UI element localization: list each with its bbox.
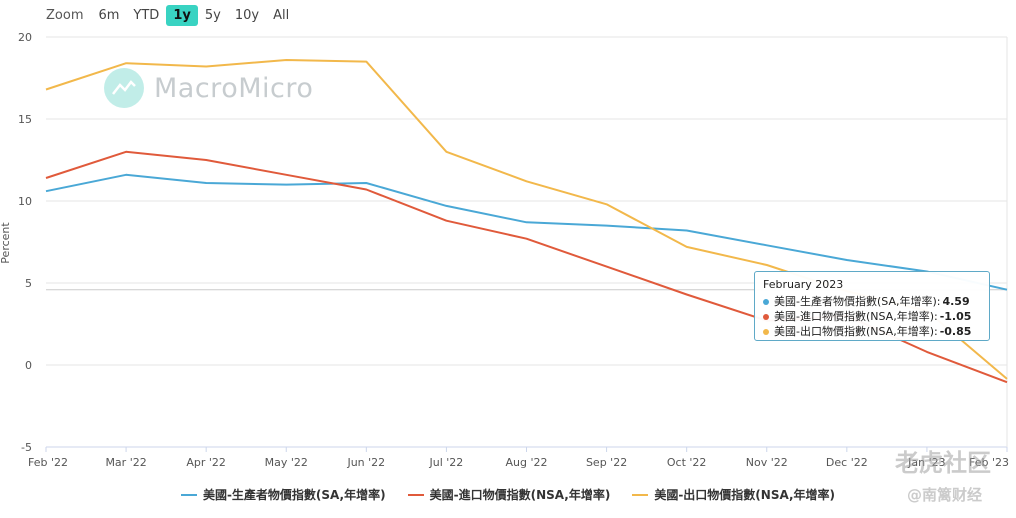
- x-tick-label: Aug '22: [506, 456, 548, 469]
- zoom-1y-button[interactable]: 1y: [166, 4, 198, 26]
- tooltip-dot-icon: [763, 328, 769, 335]
- y-tick-label: 20: [18, 31, 32, 44]
- x-tick-label: Nov '22: [746, 456, 788, 469]
- series-line-1: [45, 150, 1008, 384]
- tooltip-value: 4.59: [942, 295, 970, 308]
- x-tick-label: May '22: [265, 456, 308, 469]
- legend-swatch-icon: [180, 493, 197, 496]
- x-tick-label: Jun '22: [346, 456, 385, 469]
- tooltip-value: -1.05: [939, 310, 972, 323]
- legend-swatch-icon: [632, 493, 649, 496]
- tooltip-row: 美國-生產者物價指數(SA,年增率): 4.59: [763, 294, 981, 309]
- x-tick-label: Apr '22: [186, 456, 226, 469]
- zoom-6m-button[interactable]: 6m: [98, 7, 120, 23]
- zoom-bar: Zoom 6m YTD 1y 5y 10y All: [46, 4, 296, 26]
- zoom-5y-button[interactable]: 5y: [204, 7, 221, 23]
- tooltip-label: 美國-生產者物價指數(SA,年增率):: [774, 295, 941, 308]
- legend-swatch-icon: [407, 493, 424, 496]
- zoom-ytd-button[interactable]: YTD: [133, 7, 160, 23]
- y-tick-label: 15: [18, 113, 32, 126]
- zoom-label: Zoom: [46, 7, 84, 23]
- x-tick-label: Jan '23: [907, 456, 945, 469]
- chart-legend: 美國-生產者物價指數(SA,年增率) 美國-進口物價指數(NSA,年增率) 美國…: [0, 486, 1016, 503]
- tooltip-dot-icon: [763, 298, 769, 305]
- x-axis-ticks: Feb '22 Mar '22 Apr '22 May '22 Jun '22 Jul '…: [28, 447, 1009, 469]
- x-tick-label: Jul '22: [429, 456, 464, 469]
- x-tick-label: Mar '22: [105, 456, 146, 469]
- corner-watermark-top: 老虎社区: [895, 449, 991, 477]
- legend-item-export[interactable]: 美國-出口物價指數(NSA,年增率): [632, 486, 835, 503]
- y-axis-ticks: -5 0 5 10 15 20: [18, 31, 32, 454]
- tooltip-label: 美國-出口物價指數(NSA,年增率):: [774, 325, 938, 338]
- corner-watermark-bottom: @南篱财经: [907, 486, 983, 504]
- tooltip-row: 美國-進口物價指數(NSA,年增率): -1.05: [763, 309, 981, 324]
- x-tick-label: Oct '22: [667, 456, 707, 469]
- tooltip-row: 美國-出口物價指數(NSA,年增率): -0.85: [763, 324, 981, 339]
- tooltip-label: 美國-進口物價指數(NSA,年增率):: [774, 310, 938, 323]
- x-tick-label: Dec '22: [826, 456, 868, 469]
- legend-label: 美國-進口物價指數(NSA,年增率): [429, 488, 611, 502]
- y-tick-label: 5: [25, 277, 32, 290]
- y-tick-label: -5: [21, 441, 32, 454]
- y-tick-label: 10: [18, 195, 32, 208]
- legend-item-ppi[interactable]: 美國-生產者物價指數(SA,年增率): [180, 486, 386, 503]
- data-tooltip: February 2023 美國-生產者物價指數(SA,年增率): 4.59 美…: [754, 271, 990, 341]
- x-tick-label: Sep '22: [586, 456, 627, 469]
- tooltip-value: -0.85: [939, 325, 972, 338]
- legend-label: 美國-出口物價指數(NSA,年增率): [654, 488, 836, 502]
- tooltip-dot-icon: [763, 313, 769, 320]
- legend-label: 美國-生產者物價指數(SA,年增率): [202, 488, 386, 502]
- macromicro-watermark: MacroMicro: [104, 68, 313, 108]
- y-axis-label: Percent: [0, 222, 12, 264]
- zoom-all-button[interactable]: All: [273, 7, 290, 23]
- x-tick-label: Feb '23: [969, 456, 1009, 469]
- series-line-0: [45, 173, 1008, 291]
- macromicro-logo-icon: [104, 68, 144, 108]
- legend-item-import[interactable]: 美國-進口物價指數(NSA,年增率): [407, 486, 611, 503]
- tooltip-title: February 2023: [763, 278, 844, 291]
- y-tick-label: 0: [25, 359, 32, 372]
- watermark-brand: MacroMicro: [154, 72, 314, 104]
- x-tick-label: Feb '22: [28, 456, 68, 469]
- zoom-10y-button[interactable]: 10y: [234, 7, 260, 23]
